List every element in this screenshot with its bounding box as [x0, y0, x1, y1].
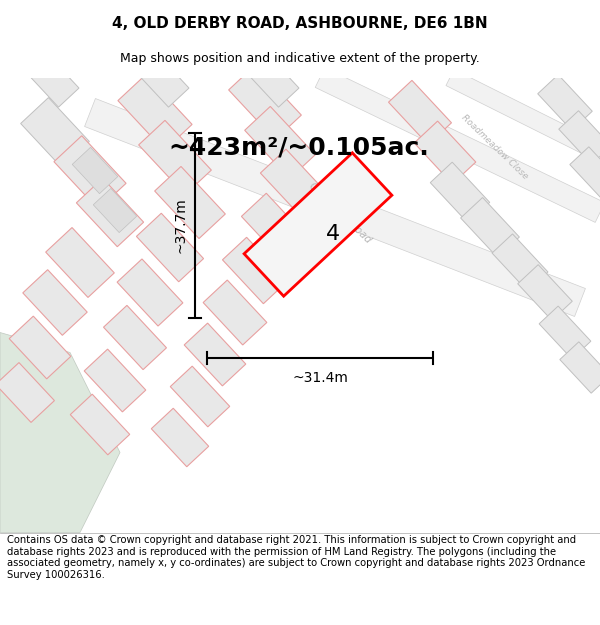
Polygon shape — [118, 74, 192, 151]
Polygon shape — [461, 198, 520, 258]
Polygon shape — [104, 306, 166, 369]
Polygon shape — [136, 213, 203, 282]
Polygon shape — [245, 106, 316, 179]
Polygon shape — [223, 238, 287, 304]
Polygon shape — [170, 366, 230, 427]
Polygon shape — [184, 323, 246, 386]
Text: 4: 4 — [326, 224, 340, 244]
Polygon shape — [54, 136, 126, 209]
Polygon shape — [76, 178, 143, 247]
Polygon shape — [23, 270, 87, 335]
Polygon shape — [539, 306, 591, 359]
Polygon shape — [93, 188, 137, 232]
Polygon shape — [260, 149, 329, 220]
Polygon shape — [414, 121, 476, 184]
Polygon shape — [315, 68, 600, 222]
Polygon shape — [203, 280, 267, 345]
Polygon shape — [0, 332, 120, 532]
Polygon shape — [155, 166, 226, 239]
Polygon shape — [85, 99, 586, 316]
Text: Roadmeadow Close: Roadmeadow Close — [460, 114, 530, 181]
Polygon shape — [560, 342, 600, 393]
Polygon shape — [151, 408, 209, 467]
Polygon shape — [570, 147, 600, 198]
Polygon shape — [84, 349, 146, 412]
Polygon shape — [117, 259, 183, 326]
Polygon shape — [430, 162, 490, 223]
Polygon shape — [446, 69, 600, 161]
Polygon shape — [21, 48, 79, 107]
Text: Old Derby Road: Old Derby Road — [307, 181, 373, 244]
Polygon shape — [538, 74, 592, 131]
Polygon shape — [241, 193, 308, 262]
Polygon shape — [131, 48, 189, 107]
Text: Map shows position and indicative extent of the property.: Map shows position and indicative extent… — [120, 52, 480, 64]
Text: ~423m²/~0.105ac.: ~423m²/~0.105ac. — [168, 136, 429, 159]
Polygon shape — [244, 153, 392, 296]
Polygon shape — [518, 264, 572, 321]
Text: 4, OLD DERBY ROAD, ASHBOURNE, DE6 1BN: 4, OLD DERBY ROAD, ASHBOURNE, DE6 1BN — [112, 16, 488, 31]
Text: ~37.7m: ~37.7m — [174, 197, 188, 253]
Polygon shape — [0, 362, 55, 423]
Polygon shape — [229, 66, 301, 139]
Polygon shape — [241, 48, 299, 107]
Polygon shape — [72, 148, 118, 194]
Text: Contains OS data © Crown copyright and database right 2021. This information is : Contains OS data © Crown copyright and d… — [7, 535, 586, 580]
Text: ~31.4m: ~31.4m — [292, 371, 348, 384]
Polygon shape — [46, 228, 115, 298]
Polygon shape — [559, 111, 600, 164]
Polygon shape — [492, 234, 548, 291]
Polygon shape — [70, 394, 130, 455]
Polygon shape — [389, 81, 451, 144]
Polygon shape — [139, 121, 211, 194]
Polygon shape — [20, 98, 89, 168]
Polygon shape — [9, 316, 71, 379]
